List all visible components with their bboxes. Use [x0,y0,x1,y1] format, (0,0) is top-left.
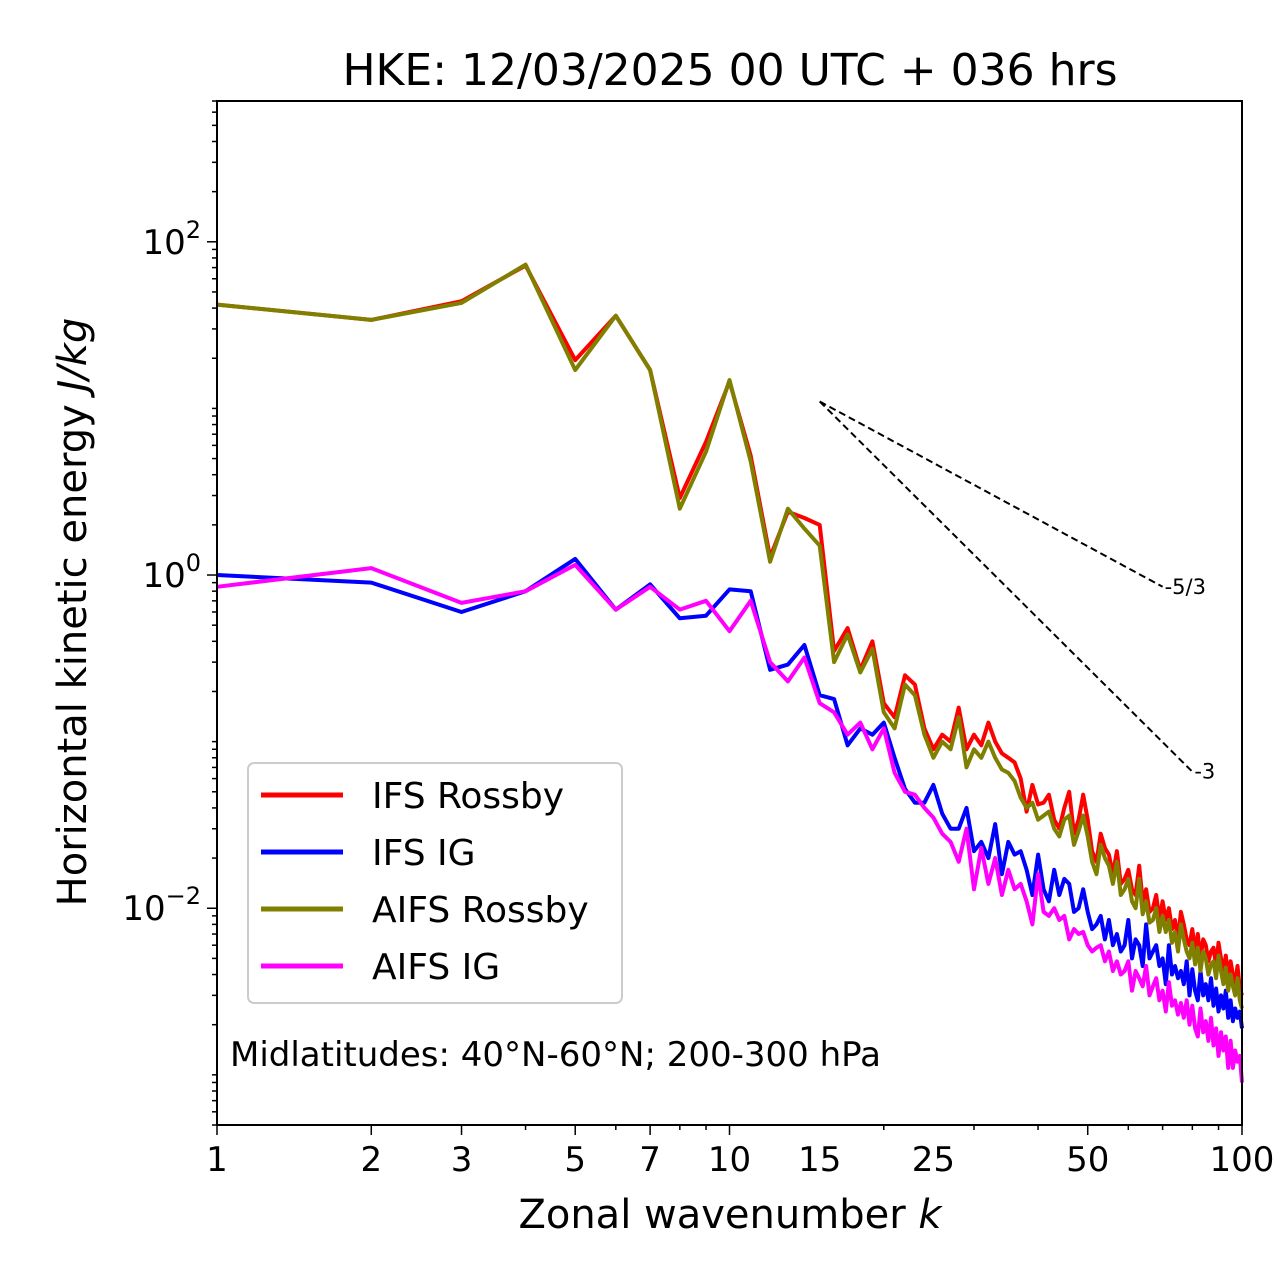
reference-slope-label: -3 [1194,760,1215,784]
reference-slope-line [819,400,1164,588]
region-annotation: Midlatitudes: 40°N-60°N; 200-300 hPa [230,1035,881,1075]
x-tick-label: 10 [708,1140,751,1180]
reference-slope-label: -5/3 [1165,575,1206,599]
reference-lines: -5/3 -3 [819,400,1215,784]
series-line-ifs-ig [216,556,1244,1029]
legend-label: IFS IG [372,833,476,874]
series-lines [216,262,1244,1083]
y-axis-label: Horizontal kinetic energy J/kg [50,318,96,907]
chart-title: HKE: 12/03/2025 00 UTC + 036 hrs [342,45,1117,96]
x-axis-label: Zonal wavenumber k [518,1192,943,1238]
x-tick-label: 2 [360,1140,382,1180]
series-line-aifs-rossby [216,262,1244,1010]
legend-box [247,762,623,1004]
x-axis: 1 2 3 5 7 10 15 25 50 100 [206,1125,1274,1180]
x-tick-label: 100 [1210,1140,1275,1180]
y-axis: 102 100 10−2 [122,100,217,1126]
series-line-aifs-ig [216,562,1244,1083]
legend-label: AIFS IG [372,947,500,988]
legend-label: AIFS Rossby [372,890,589,931]
y-axis-label-var: J/kg [50,318,96,399]
x-tick-label: 1 [206,1140,228,1180]
legend-label: IFS Rossby [372,776,564,817]
legend: IFS Rossby IFS IG AIFS Rossby AIFS IG [247,762,623,1004]
x-tick-label: 5 [564,1140,586,1180]
x-tick-label: 3 [451,1140,473,1180]
x-axis-label-text: Zonal wavenumber [518,1192,906,1238]
x-tick-label: 50 [1066,1140,1109,1180]
y-axis-label-text: Horizontal kinetic energy [50,404,96,906]
x-tick-label: 7 [639,1140,661,1180]
x-tick-label: 25 [912,1140,955,1180]
x-axis-label-var: k [918,1192,943,1238]
y-tick-label: 10−2 [122,882,201,929]
plot-area: -5/3 -3 [216,262,1244,1083]
x-tick-label: 15 [798,1140,841,1180]
y-tick-label: 102 [142,216,201,263]
y-tick-label: 100 [142,549,201,596]
